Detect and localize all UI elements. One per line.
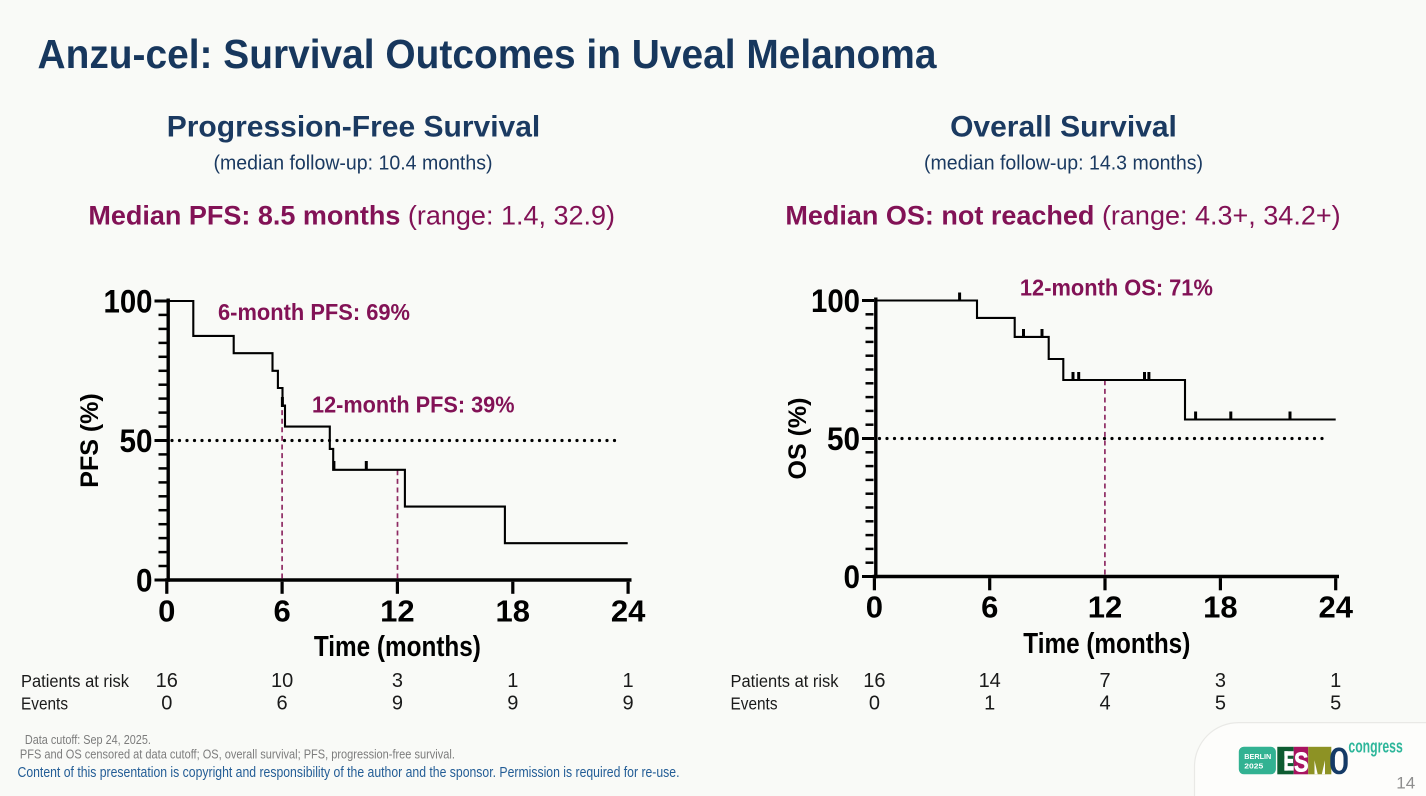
svg-text:PFS and OS censored at data cu: PFS and OS censored at data cutoff; OS, … bbox=[20, 747, 455, 762]
svg-text:0: 0 bbox=[136, 563, 153, 599]
svg-text:6: 6 bbox=[277, 693, 288, 715]
svg-text:Time (months): Time (months) bbox=[314, 631, 481, 663]
svg-text:50: 50 bbox=[827, 421, 860, 457]
svg-text:Data cutoff: Sep 24, 2025.: Data cutoff: Sep 24, 2025. bbox=[25, 732, 151, 747]
svg-text:0: 0 bbox=[869, 693, 880, 715]
svg-text:1: 1 bbox=[984, 693, 995, 715]
svg-text:14: 14 bbox=[1396, 774, 1415, 793]
svg-text:Overall Survival: Overall Survival bbox=[950, 111, 1177, 144]
svg-text:S: S bbox=[1294, 747, 1309, 778]
svg-text:0: 0 bbox=[158, 594, 175, 629]
svg-text:congress: congress bbox=[1348, 736, 1402, 756]
svg-text:Events: Events bbox=[21, 694, 68, 714]
svg-text:12-month OS: 71%: 12-month OS: 71% bbox=[1020, 275, 1213, 301]
svg-text:Patients at risk: Patients at risk bbox=[21, 671, 129, 691]
svg-text:7: 7 bbox=[1099, 670, 1110, 692]
svg-text:3: 3 bbox=[1215, 670, 1226, 692]
svg-text:24: 24 bbox=[611, 594, 646, 629]
svg-text:24: 24 bbox=[1318, 590, 1353, 625]
svg-text:Patients at risk: Patients at risk bbox=[731, 671, 839, 691]
svg-text:Events: Events bbox=[731, 694, 778, 714]
svg-text:PFS (%): PFS (%) bbox=[76, 393, 104, 487]
svg-text:14: 14 bbox=[979, 670, 1001, 692]
svg-text:Anzu-cel: Survival Outcomes in: Anzu-cel: Survival Outcomes in Uveal Mel… bbox=[38, 31, 938, 77]
svg-text:6: 6 bbox=[981, 590, 998, 625]
svg-text:50: 50 bbox=[120, 423, 153, 459]
svg-text:Time (months): Time (months) bbox=[1023, 628, 1190, 660]
svg-text:(median follow-up: 14.3 months: (median follow-up: 14.3 months) bbox=[924, 153, 1203, 175]
svg-text:100: 100 bbox=[811, 283, 860, 319]
svg-text:1: 1 bbox=[507, 670, 518, 692]
svg-text:Median PFS: 8.5 months (range:: Median PFS: 8.5 months (range: 1.4, 32.9… bbox=[88, 200, 615, 230]
svg-text:5: 5 bbox=[1330, 693, 1341, 715]
svg-text:4: 4 bbox=[1099, 693, 1110, 715]
svg-text:0: 0 bbox=[844, 559, 861, 595]
svg-text:Content of this presentation i: Content of this presentation is copyrigh… bbox=[18, 765, 680, 781]
svg-text:2025: 2025 bbox=[1244, 762, 1263, 771]
svg-text:16: 16 bbox=[156, 670, 178, 692]
svg-text:Progression-Free Survival: Progression-Free Survival bbox=[167, 111, 540, 144]
svg-text:1: 1 bbox=[623, 670, 634, 692]
svg-text:OS (%): OS (%) bbox=[784, 398, 812, 480]
svg-text:5: 5 bbox=[1215, 693, 1226, 715]
svg-text:BERLIN: BERLIN bbox=[1244, 752, 1271, 761]
svg-text:9: 9 bbox=[623, 693, 634, 715]
svg-text:12-month PFS: 39%: 12-month PFS: 39% bbox=[312, 392, 515, 418]
svg-text:0: 0 bbox=[866, 590, 883, 625]
svg-text:18: 18 bbox=[1203, 590, 1237, 625]
svg-text:6-month PFS: 69%: 6-month PFS: 69% bbox=[218, 299, 410, 325]
svg-text:9: 9 bbox=[392, 693, 403, 715]
svg-text:0: 0 bbox=[161, 693, 172, 715]
svg-text:12: 12 bbox=[1088, 590, 1122, 625]
svg-text:18: 18 bbox=[496, 594, 530, 629]
svg-text:100: 100 bbox=[104, 284, 153, 320]
svg-text:3: 3 bbox=[392, 670, 403, 692]
svg-text:10: 10 bbox=[271, 670, 293, 692]
svg-text:6: 6 bbox=[273, 594, 290, 629]
svg-text:(median follow-up: 10.4 months: (median follow-up: 10.4 months) bbox=[214, 153, 493, 175]
svg-text:1: 1 bbox=[1330, 670, 1341, 692]
svg-text:16: 16 bbox=[863, 670, 885, 692]
svg-text:Median OS: not reached (range:: Median OS: not reached (range: 4.3+, 34.… bbox=[785, 200, 1340, 230]
svg-text:12: 12 bbox=[380, 594, 414, 629]
svg-text:9: 9 bbox=[507, 693, 518, 715]
